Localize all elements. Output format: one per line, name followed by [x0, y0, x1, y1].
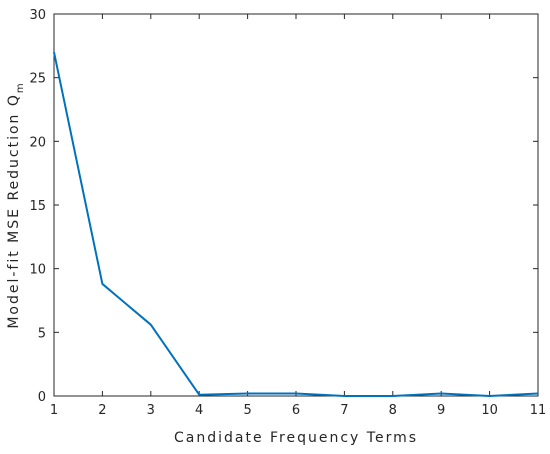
data-point [246, 392, 249, 395]
x-tick-label: 10 [481, 403, 498, 418]
axis-ticks: 1 2 3 4 5 6 7 8 9 10 11 0 5 10 15 20 25 30 [29, 8, 546, 418]
plot-area [53, 13, 539, 397]
y-tick-label: 25 [29, 72, 46, 87]
x-tick-label: 2 [98, 403, 106, 418]
x-tick-label: 4 [195, 403, 203, 418]
x-axis-label: Candidate Frequency Terms [174, 430, 418, 446]
data-point [295, 392, 297, 395]
y-axis-label-main: Model-fit MSE Reduction Q [6, 93, 22, 329]
x-tick-label: 11 [530, 403, 547, 418]
y-tick-label: 10 [29, 263, 46, 278]
y-tick-label: 30 [29, 8, 46, 23]
x-tick-label: 9 [437, 403, 445, 418]
y-tick-label: 5 [38, 326, 46, 341]
x-tick-label: 6 [292, 403, 300, 418]
data-point [150, 323, 152, 326]
data-point [537, 392, 539, 395]
x-tick-label: 1 [50, 403, 58, 418]
data-point [53, 51, 55, 53]
y-tick-label: 0 [38, 390, 46, 405]
data-point [488, 395, 491, 397]
data-point [101, 283, 104, 285]
series-group [53, 51, 539, 397]
y-tick-label: 20 [29, 135, 46, 150]
data-point [440, 392, 443, 395]
data-point [198, 393, 200, 396]
data-point [343, 395, 346, 397]
x-tick-label: 7 [340, 403, 348, 418]
y-axis-label-subscript: m [15, 81, 26, 93]
x-tick-label: 3 [147, 403, 155, 418]
y-axis-label: Model-fit MSE Reduction Qm [6, 81, 26, 328]
data-point [392, 395, 394, 397]
y-tick-label: 15 [29, 199, 46, 214]
x-tick-label: 8 [389, 403, 397, 418]
x-tick-label: 5 [243, 403, 251, 418]
